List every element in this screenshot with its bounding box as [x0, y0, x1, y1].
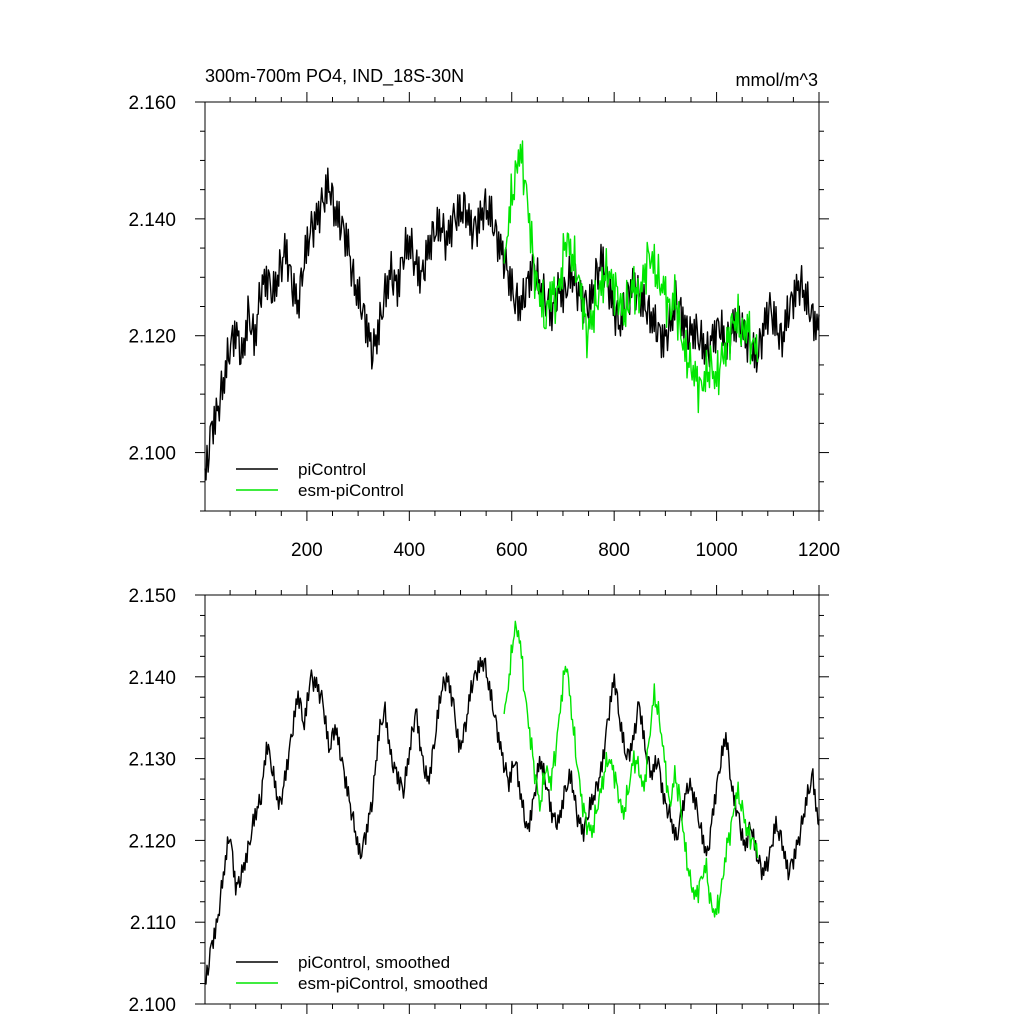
x-tick-label: 200 [291, 540, 323, 561]
legend-label-picontrol: piControl [298, 460, 366, 479]
top-panel-legend: piControl esm-piControl [236, 460, 404, 500]
bottom-panel-axes: 2.100 2.110 2.120 2.130 2.140 2.150 [128, 585, 829, 1016]
top-panel-series [204, 140, 820, 481]
y-tick-label: 2.120 [128, 327, 176, 348]
x-tick-label: 600 [496, 540, 528, 561]
bottom-panel-series [204, 620, 820, 985]
y-tick-label: 2.140 [128, 210, 176, 231]
top-panel: 300m-700m PO4, IND_18S-30N mmol/m^3 200 4… [128, 66, 840, 561]
y-tick-label: 2.110 [130, 913, 176, 934]
series-line-picontrol [204, 167, 820, 481]
x-tick-label: 800 [598, 540, 630, 561]
plot-frame [204, 594, 820, 1005]
y-tick-label: 2.160 [128, 93, 176, 114]
series-line-esm-picontrol [503, 140, 759, 414]
y-tick-label: 2.100 [128, 995, 176, 1016]
y-tick-label: 2.120 [128, 831, 176, 852]
legend-label-picontrol-smoothed: piControl, smoothed [298, 953, 450, 972]
x-tick-label: 1000 [695, 540, 737, 561]
top-panel-axes: 200 400 600 800 1000 1200 2.100 2.120 2.140 2.160 [128, 92, 840, 561]
y-tick-label: 2.100 [128, 444, 176, 465]
top-panel-title: 300m-700m PO4, IND_18S-30N [205, 66, 464, 87]
legend-label-esm-picontrol: esm-piControl [298, 481, 404, 500]
y-tick-label: 2.140 [128, 668, 176, 689]
bottom-panel-legend: piControl, smoothed esm-piControl, smoot… [236, 953, 488, 993]
x-tick-label: 400 [393, 540, 425, 561]
y-tick-label: 2.130 [128, 750, 176, 771]
top-panel-units: mmol/m^3 [736, 70, 818, 90]
y-tick-label: 2.150 [128, 586, 176, 607]
legend-label-esm-picontrol-smoothed: esm-piControl, smoothed [298, 974, 488, 993]
series-line-esm-picontrol-smoothed [503, 620, 759, 918]
x-tick-label: 1200 [798, 540, 840, 561]
bottom-panel: 2.100 2.110 2.120 2.130 2.140 2.150 piControl… [128, 585, 829, 1016]
series-line-picontrol-smoothed [204, 656, 820, 985]
